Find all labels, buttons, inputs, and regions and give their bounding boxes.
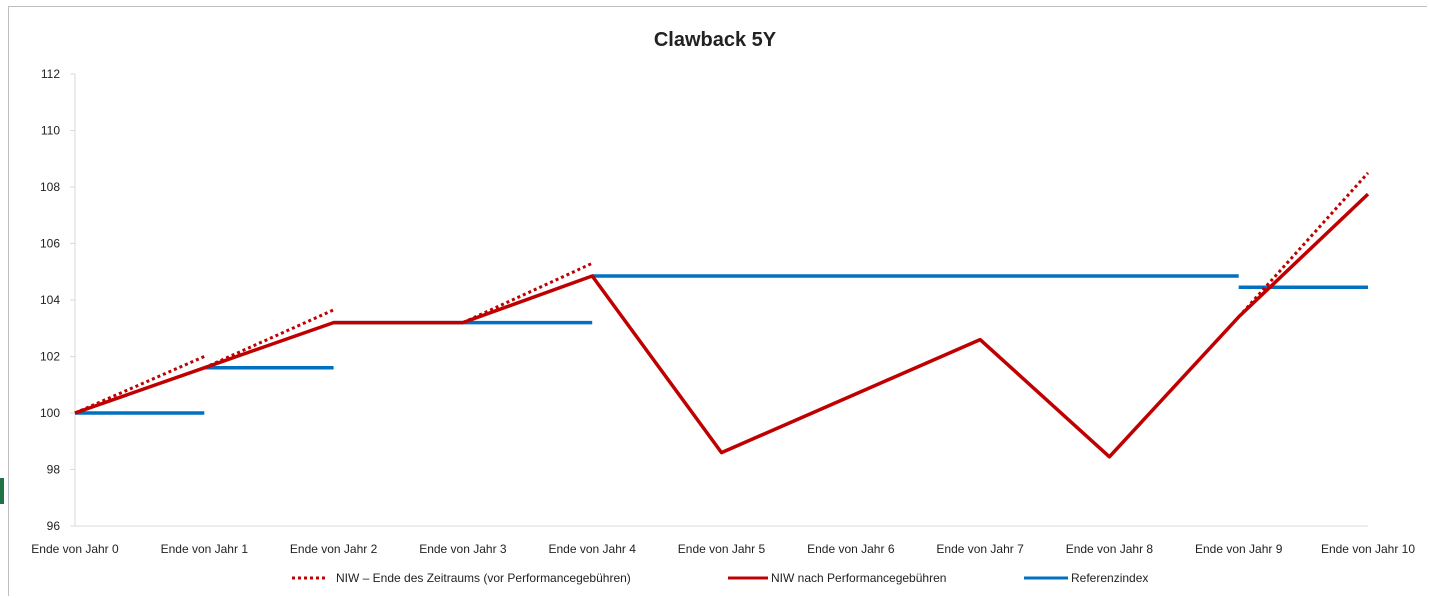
legend-label: Referenzindex [1071,571,1148,585]
series-line-segment [74,192,1370,459]
series-line-segment [462,261,593,324]
y-tick-label: 104 [40,293,60,307]
x-tick-label: Ende von Jahr 6 [807,542,895,556]
x-tick-label: Ende von Jahr 10 [1321,542,1415,556]
y-tick-label: 98 [47,463,61,477]
legend: NIW – Ende des Zeitraums (vor Performanc… [292,571,1148,585]
series-2 [75,274,1368,415]
x-tick-label: Ende von Jahr 5 [678,542,766,556]
x-tick-label: Ende von Jahr 2 [290,542,378,556]
series-0 [74,171,1370,415]
y-tick-label: 108 [40,180,60,194]
cell-selection-edge [0,478,4,504]
y-tick-label: 112 [41,67,60,81]
y-tick-label: 96 [47,519,61,533]
x-tick-label: Ende von Jahr 3 [419,542,507,556]
series-line-segment [203,308,335,370]
y-tick-label: 106 [40,237,60,251]
legend-label: NIW – Ende des Zeitraums (vor Performanc… [336,571,631,585]
y-tick-label: 110 [41,124,60,138]
x-tick-label: Ende von Jahr 0 [31,542,119,556]
plot-area [74,171,1370,459]
axes [74,74,1368,527]
x-tick-label: Ende von Jahr 4 [548,542,636,556]
y-tick-label: 102 [40,350,60,364]
x-tick-label: Ende von Jahr 7 [936,542,1024,556]
y-tick-label: 100 [40,406,60,420]
x-tick-label: Ende von Jahr 8 [1066,542,1154,556]
x-tick-label: Ende von Jahr 1 [161,542,249,556]
legend-label: NIW nach Performancegebühren [771,571,946,585]
series-line-segment [1237,171,1370,318]
series-1 [74,192,1370,459]
chart-title: Clawback 5Y [654,29,777,51]
x-tick-label: Ende von Jahr 9 [1195,542,1283,556]
y-axis-ticks: 96 98 100 102 104 106 108 110 112 [40,67,75,533]
chart-area [8,6,1427,596]
x-axis-ticks: Ende von Jahr 0 Ende von Jahr 1 Ende von J… [31,542,1415,556]
